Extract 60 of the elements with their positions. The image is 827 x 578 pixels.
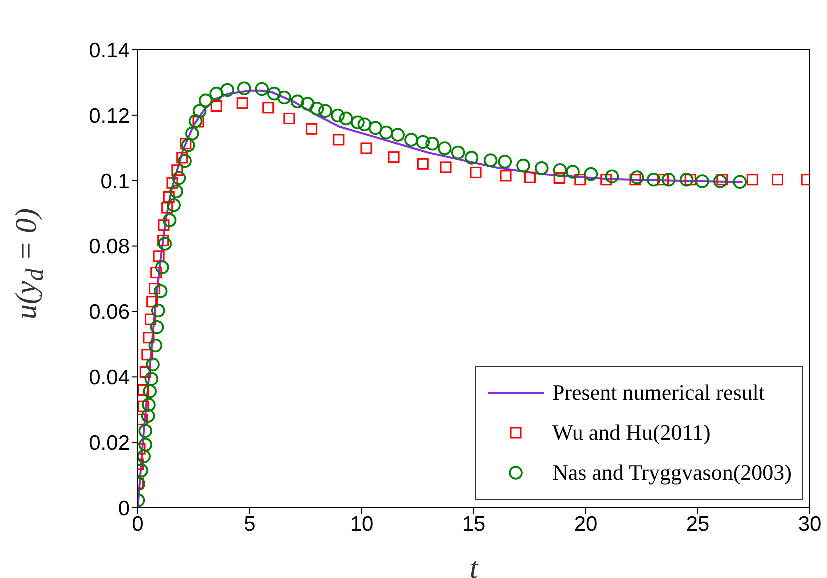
point	[388, 152, 400, 164]
point	[236, 98, 248, 110]
y-tick-label: 0.02	[89, 432, 130, 456]
point	[172, 164, 184, 176]
point	[658, 174, 670, 186]
y-tick-label: 0	[118, 497, 130, 520]
point	[163, 191, 175, 203]
point	[138, 384, 150, 396]
point	[306, 123, 318, 135]
point	[140, 366, 152, 378]
point	[145, 314, 157, 326]
y-tick-label: 0.04	[89, 366, 130, 390]
point	[716, 174, 728, 186]
point	[417, 158, 429, 170]
legend-label: Wu and Hu(2011)	[552, 420, 711, 446]
x-tick-label: 30	[798, 512, 822, 536]
point	[333, 134, 345, 146]
x-axis-title: t	[470, 552, 479, 578]
point	[149, 283, 161, 295]
x-tick-label: 20	[574, 512, 598, 536]
y-tick-label: 0.08	[89, 236, 130, 259]
y-tick-label: 0.1	[100, 170, 130, 194]
point	[574, 174, 586, 186]
point	[180, 138, 192, 150]
point	[470, 166, 482, 178]
legend-label: Present numerical result	[552, 380, 766, 406]
point	[153, 250, 165, 262]
point	[210, 100, 222, 112]
point	[630, 174, 642, 186]
point	[158, 234, 170, 246]
point	[524, 172, 536, 184]
x-tick-label: 10	[350, 512, 374, 536]
point	[166, 177, 178, 189]
point	[176, 152, 188, 164]
y-tick-label: 0.12	[89, 104, 130, 128]
point	[162, 202, 174, 214]
point	[150, 267, 162, 279]
point	[284, 112, 296, 124]
point	[158, 220, 170, 232]
point	[600, 174, 612, 186]
point	[138, 400, 150, 412]
point	[440, 162, 452, 174]
x-tick-label: 5	[244, 512, 256, 536]
point	[772, 174, 784, 186]
y-tick-label: 0.14	[89, 39, 130, 62]
x-tick-label: 25	[686, 512, 710, 536]
point	[684, 174, 696, 186]
point	[142, 349, 154, 361]
point	[262, 102, 274, 114]
point	[746, 174, 758, 186]
point	[554, 172, 566, 184]
point	[360, 142, 372, 154]
x-tick-label: 15	[462, 512, 486, 536]
point	[500, 170, 512, 182]
point	[192, 116, 204, 128]
legend-label: Nas and Tryggvason(2003)	[552, 460, 792, 486]
point	[143, 332, 155, 344]
point	[138, 414, 148, 426]
point	[146, 296, 158, 308]
y-tick-label: 0.06	[89, 301, 130, 324]
